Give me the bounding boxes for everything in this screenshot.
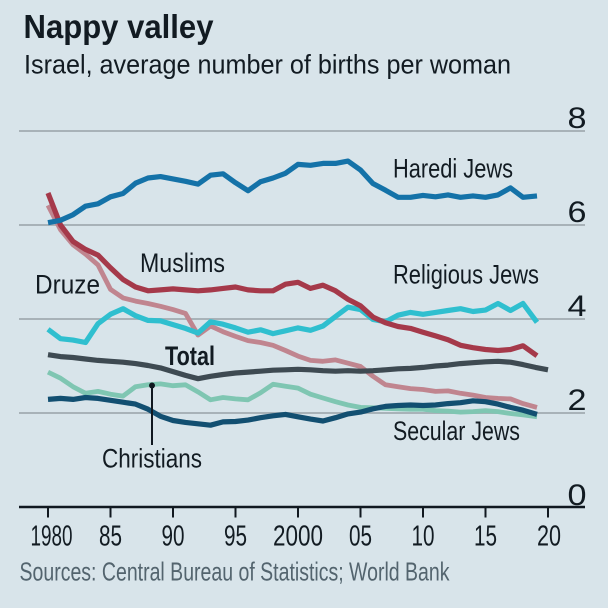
svg-text:2000: 2000 <box>273 521 323 553</box>
svg-text:2: 2 <box>568 384 587 417</box>
svg-text:90: 90 <box>162 521 185 553</box>
svg-text:05: 05 <box>349 521 372 553</box>
svg-text:8: 8 <box>568 102 587 135</box>
svg-text:0: 0 <box>568 479 587 512</box>
svg-text:Israel, average number of birt: Israel, average number of births per wom… <box>24 50 511 80</box>
svg-text:6: 6 <box>568 196 587 229</box>
svg-text:15: 15 <box>474 521 497 553</box>
svg-text:10: 10 <box>412 521 435 553</box>
svg-text:Christians: Christians <box>102 444 202 474</box>
svg-text:85: 85 <box>99 521 122 553</box>
svg-text:Secular Jews: Secular Jews <box>393 416 520 446</box>
svg-text:95: 95 <box>224 521 247 553</box>
svg-text:Haredi Jews: Haredi Jews <box>393 154 513 184</box>
svg-text:Nappy valley: Nappy valley <box>24 8 215 45</box>
svg-text:Sources: Central Bureau of Sta: Sources: Central Bureau of Statistics; W… <box>20 557 451 587</box>
svg-text:Religious Jews: Religious Jews <box>393 260 539 290</box>
svg-text:Total: Total <box>165 341 215 371</box>
svg-text:1980: 1980 <box>31 521 73 553</box>
svg-text:20: 20 <box>537 521 561 553</box>
svg-text:Muslims: Muslims <box>140 248 225 278</box>
svg-text:4: 4 <box>568 290 587 323</box>
svg-text:Druze: Druze <box>35 270 100 300</box>
